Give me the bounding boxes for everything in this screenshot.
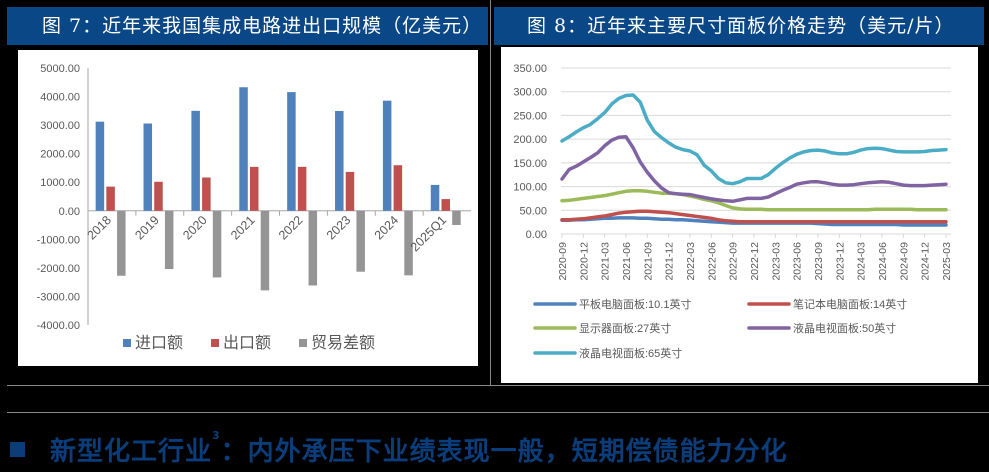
line-series-2 — [560, 209, 948, 224]
y-tick-label: 150.00 — [513, 158, 547, 170]
y-tick-label: 250.00 — [513, 110, 547, 122]
x-tick-label: 2021-06 — [621, 242, 633, 281]
x-tick-label: 2022 — [276, 213, 306, 243]
x-tick-label: 2021 — [228, 213, 258, 243]
y-tick-label: 100.00 — [513, 182, 547, 194]
x-tick-label: 2020-12 — [578, 242, 590, 281]
legend-swatch — [123, 339, 131, 347]
y-tick-label: 50.00 — [519, 205, 547, 217]
x-tick-label: 2020-09 — [557, 242, 569, 281]
panel-price-line-chart: 350.00 300.00 250.00 200.00 150.00 100.00 50.0… — [501, 47, 978, 383]
bar-贸易差额 — [164, 210, 174, 270]
y-tick-label: 3000.00 — [40, 120, 80, 132]
ic-trade-bar-chart: 5000.00 4000.00 3000.00 2000.00 1000.00 0.00 -… — [18, 50, 478, 366]
line-series-3 — [560, 189, 948, 212]
bar-贸易差额 — [452, 210, 461, 225]
y-tick-label: 300.00 — [513, 87, 547, 99]
bar-chart-canvas: 5000.00 4000.00 3000.00 2000.00 1000.00 0.00 -… — [37, 63, 471, 352]
legend-label: 平板电脑面板:10.1英寸 — [579, 297, 691, 311]
x-tick-label: 2024-03 — [856, 242, 868, 281]
bar-贸易差额 — [117, 210, 126, 276]
legend-label: 进口额 — [135, 334, 183, 352]
legend-label: 显示器面板:27英寸 — [579, 321, 671, 335]
y-tick-label: 0.00 — [526, 229, 547, 241]
y-tick-label: 200.00 — [513, 134, 547, 146]
x-tick-label: 2022-03 — [685, 242, 697, 281]
square-bullet-icon — [10, 442, 25, 457]
line-series-4 — [560, 135, 948, 204]
legend-label: 笔记本电脑面板:14英寸 — [793, 297, 907, 311]
x-tick-label: 2025-03 — [941, 242, 953, 281]
bar-进口额 — [95, 121, 105, 211]
x-tick-label: 2022-09 — [728, 242, 740, 281]
legend-swatch — [299, 339, 307, 347]
x-tick-label: 2022-12 — [749, 242, 761, 281]
section-heading-text: 新型化工行业 — [50, 437, 213, 467]
x-tick-label: 2023-03 — [770, 242, 782, 281]
x-tick-label: 2025Q1 — [408, 213, 449, 254]
bar-进口额 — [143, 123, 153, 211]
bar-进口额 — [287, 92, 296, 211]
y-tick-label: 5000.00 — [40, 63, 80, 75]
bar-进口额 — [382, 100, 392, 211]
legend-label: 液晶电视面板:65英寸 — [579, 346, 682, 360]
line-series-5 — [560, 93, 948, 186]
bar-贸易差额 — [356, 210, 365, 272]
x-tick-label: 2021-03 — [600, 242, 612, 281]
section-heading-text-rest: ：内外承压下业绩表现一般，短期偿债能力分化 — [220, 437, 788, 467]
bar-贸易差额 — [260, 210, 270, 291]
bar-进口额 — [430, 184, 440, 211]
bar-出口额 — [393, 165, 403, 211]
bar-贸易差额 — [308, 210, 318, 286]
x-tick-label: 2018 — [84, 213, 114, 243]
x-tick-label: 2022-06 — [706, 242, 718, 281]
x-tick-label: 2024-12 — [920, 242, 932, 281]
figure-8-title: 图 8：近年来主要尺寸面板价格走势（美元/片） — [494, 7, 984, 45]
divider-line — [7, 385, 989, 386]
bar-出口额 — [249, 166, 259, 211]
y-tick-label: 0.00 — [59, 206, 80, 218]
section-heading: 新型化工行业3：内外承压下业绩表现一般，短期偿债能力分化 — [10, 429, 788, 468]
bar-出口额 — [202, 177, 211, 211]
y-tick-label: 4000.00 — [40, 92, 80, 104]
line-chart-canvas: 350.00 300.00 250.00 200.00 150.00 100.00 50.0… — [513, 63, 953, 360]
bar-出口额 — [154, 181, 163, 211]
bar-贸易差额 — [404, 210, 413, 276]
bar-出口额 — [345, 171, 355, 211]
x-tick-label: 2023 — [324, 213, 354, 243]
bar-进口额 — [191, 110, 200, 211]
x-tick-label: 2024-09 — [898, 242, 910, 281]
x-tick-label: 2019 — [132, 213, 162, 243]
x-tick-label: 2023-06 — [792, 242, 804, 281]
legend-label: 出口额 — [223, 334, 271, 352]
y-tick-label: 1000.00 — [40, 177, 80, 189]
bar-出口额 — [441, 199, 450, 211]
x-tick-label: 2021-09 — [642, 242, 654, 281]
bar-进口额 — [239, 87, 248, 211]
x-tick-label: 2024 — [372, 213, 402, 243]
bar-贸易差额 — [212, 210, 222, 278]
bar-进口额 — [335, 111, 344, 211]
legend-label: 液晶电视面板:50英寸 — [793, 321, 896, 335]
panel-divider — [490, 0, 491, 386]
legend-label: 贸易差额 — [311, 334, 375, 352]
y-tick-label: -3000.00 — [37, 291, 80, 303]
y-tick-label: -2000.00 — [37, 263, 80, 275]
y-tick-label: 2000.00 — [40, 149, 80, 161]
x-tick-label: 2020 — [180, 213, 210, 243]
bar-出口额 — [106, 186, 115, 211]
y-tick-label: -1000.00 — [37, 234, 80, 246]
x-tick-label: 2021-12 — [664, 242, 676, 281]
bar-出口额 — [297, 166, 307, 211]
x-tick-label: 2023-09 — [813, 242, 825, 281]
x-tick-label: 2024-06 — [877, 242, 889, 281]
y-tick-label: -4000.00 — [37, 320, 80, 332]
divider-line — [7, 412, 989, 413]
footnote-marker: 3 — [212, 429, 221, 442]
x-tick-label: 2023-12 — [834, 242, 846, 281]
y-tick-label: 350.00 — [513, 63, 547, 75]
figure-7-title: 图 7：近年来我国集成电路进出口规模（亿美元） — [7, 7, 488, 45]
legend-swatch — [211, 339, 219, 347]
